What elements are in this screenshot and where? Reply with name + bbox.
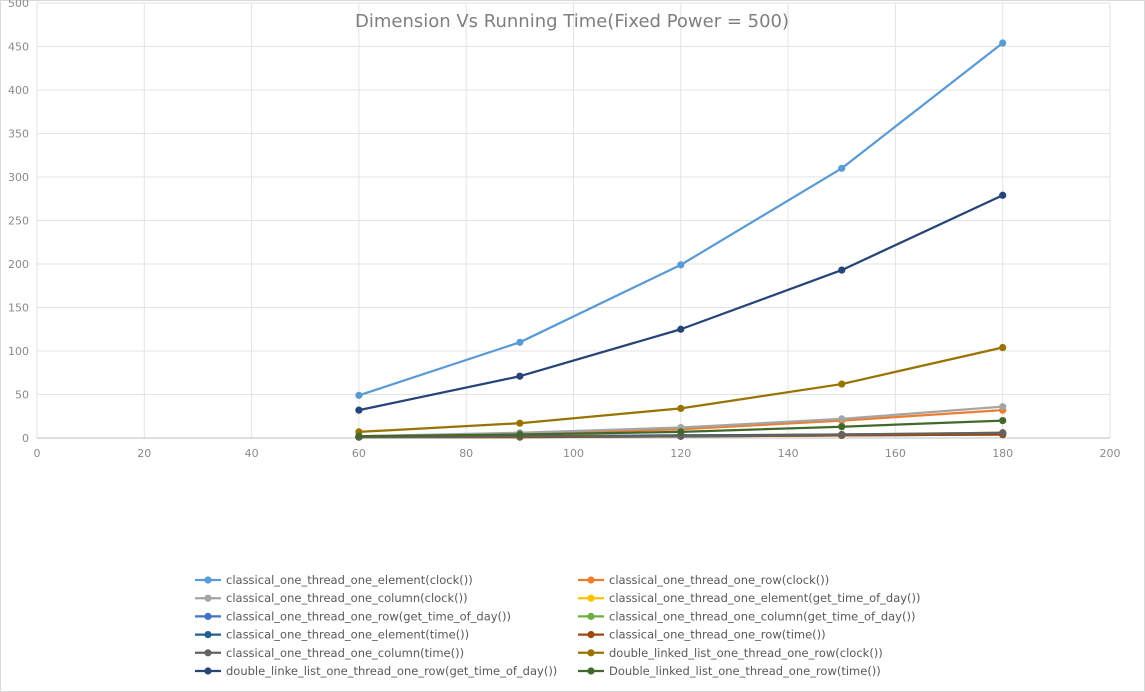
legend-item: classical_one_thread_one_column(get_time… [578,609,915,623]
data-point [516,419,524,427]
legend-label: classical_one_thread_one_column(time()) [226,646,464,660]
data-point [516,372,524,380]
data-point [838,266,846,274]
legend-label: classical_one_thread_one_element(get_tim… [609,591,921,605]
x-tick-label: 40 [245,447,259,460]
legend-swatch-marker [204,612,212,621]
data-point [999,39,1007,47]
legend-item: classical_one_thread_one_row(get_time_of… [195,609,511,623]
y-tick-label: 200 [8,258,29,271]
axes: 0 20 40 60 80 100 120 140 160 180 200 0 50 100 150 200 2… [8,0,1121,460]
legend-label: classical_one_thread_one_element(time()) [226,628,469,642]
legend-item: classical_one_thread_one_element(clock()… [195,573,473,587]
legend-swatch-marker [587,576,595,584]
data-point [355,406,363,414]
legend-swatch-marker [204,594,212,602]
x-tick-label: 0 [34,447,41,460]
y-tick-label: 0 [22,432,29,445]
data-point [355,391,363,399]
legend-item: double_linke_list_one_thread_one_row(get… [195,664,557,678]
data-point [677,404,685,413]
legend-label: classical_one_thread_one_row(time()) [609,628,826,642]
data-point [838,430,846,439]
data-point [516,338,524,346]
data-point [999,191,1007,199]
y-tick-label: 450 [8,41,29,54]
legend-item: classical_one_thread_one_column(time()) [195,646,464,660]
y-tick-label: 300 [8,171,29,184]
legend-item: classical_one_thread_one_row(time()) [578,628,826,642]
legend-item: double_linked_list_one_thread_one_row(cl… [578,646,883,660]
data-point [677,428,685,436]
y-tick-label: 250 [8,215,29,228]
data-point [516,430,524,439]
y-tick-label: 500 [8,0,29,10]
legend-label: Double_linked_list_one_thread_one_row(ti… [609,664,881,678]
x-tick-label: 200 [1100,447,1121,460]
legend-item: classical_one_thread_one_row(clock()) [578,573,829,587]
series [355,191,1007,414]
data-point [999,403,1007,411]
legend-label: classical_one_thread_one_row(get_time_of… [226,609,511,623]
legend-swatch-marker [587,649,595,657]
legend-label: classical_one_thread_one_column(clock()) [226,591,468,605]
legend-swatch-marker [587,667,595,675]
y-tick-label: 100 [8,345,29,358]
legend-swatch-marker [587,631,595,639]
legend-swatch-marker [587,594,595,602]
data-point [355,432,363,440]
chart-title: Dimension Vs Running Time(Fixed Power = … [355,11,789,32]
series-lines [355,39,1007,441]
series [355,417,1007,440]
x-tick-label: 20 [137,447,151,460]
y-tick-label: 350 [8,128,29,141]
data-point [838,423,846,431]
legend-swatch-marker [204,576,212,584]
x-tick-label: 140 [778,447,799,460]
legend: classical_one_thread_one_element(clock()… [195,573,921,678]
x-tick-label: 180 [992,447,1013,460]
legend-label: classical_one_thread_one_element(clock()… [226,573,473,587]
legend-label: classical_one_thread_one_row(clock()) [609,573,829,587]
legend-swatch-marker [204,649,212,657]
legend-swatch-marker [204,631,212,639]
data-point [999,417,1007,425]
y-tick-label: 50 [15,389,29,402]
legend-label: classical_one_thread_one_column(get_time… [609,609,915,623]
x-tick-label: 160 [885,447,906,460]
data-point [677,325,685,333]
legend-label: double_linke_list_one_thread_one_row(get… [226,664,557,678]
legend-item: classical_one_thread_one_column(clock()) [195,591,468,605]
x-tick-label: 80 [459,447,473,460]
legend-item: Double_linked_list_one_thread_one_row(ti… [578,664,881,678]
x-tick-label: 60 [352,447,366,460]
data-point [677,261,685,269]
legend-item: classical_one_thread_one_element(time()) [195,628,469,642]
legend-swatch-marker [587,612,595,621]
legend-label: double_linked_list_one_thread_one_row(cl… [609,646,883,660]
legend-swatch-marker [204,667,212,675]
legend-item: classical_one_thread_one_element(get_tim… [578,591,921,605]
data-point [999,343,1007,352]
y-tick-label: 400 [8,84,29,97]
series [355,39,1007,399]
data-point [838,415,846,423]
data-point [999,429,1007,437]
y-tick-label: 150 [8,302,29,315]
x-tick-label: 100 [563,447,584,460]
data-point [838,164,846,172]
x-tick-label: 120 [670,447,691,460]
data-point [838,380,846,388]
